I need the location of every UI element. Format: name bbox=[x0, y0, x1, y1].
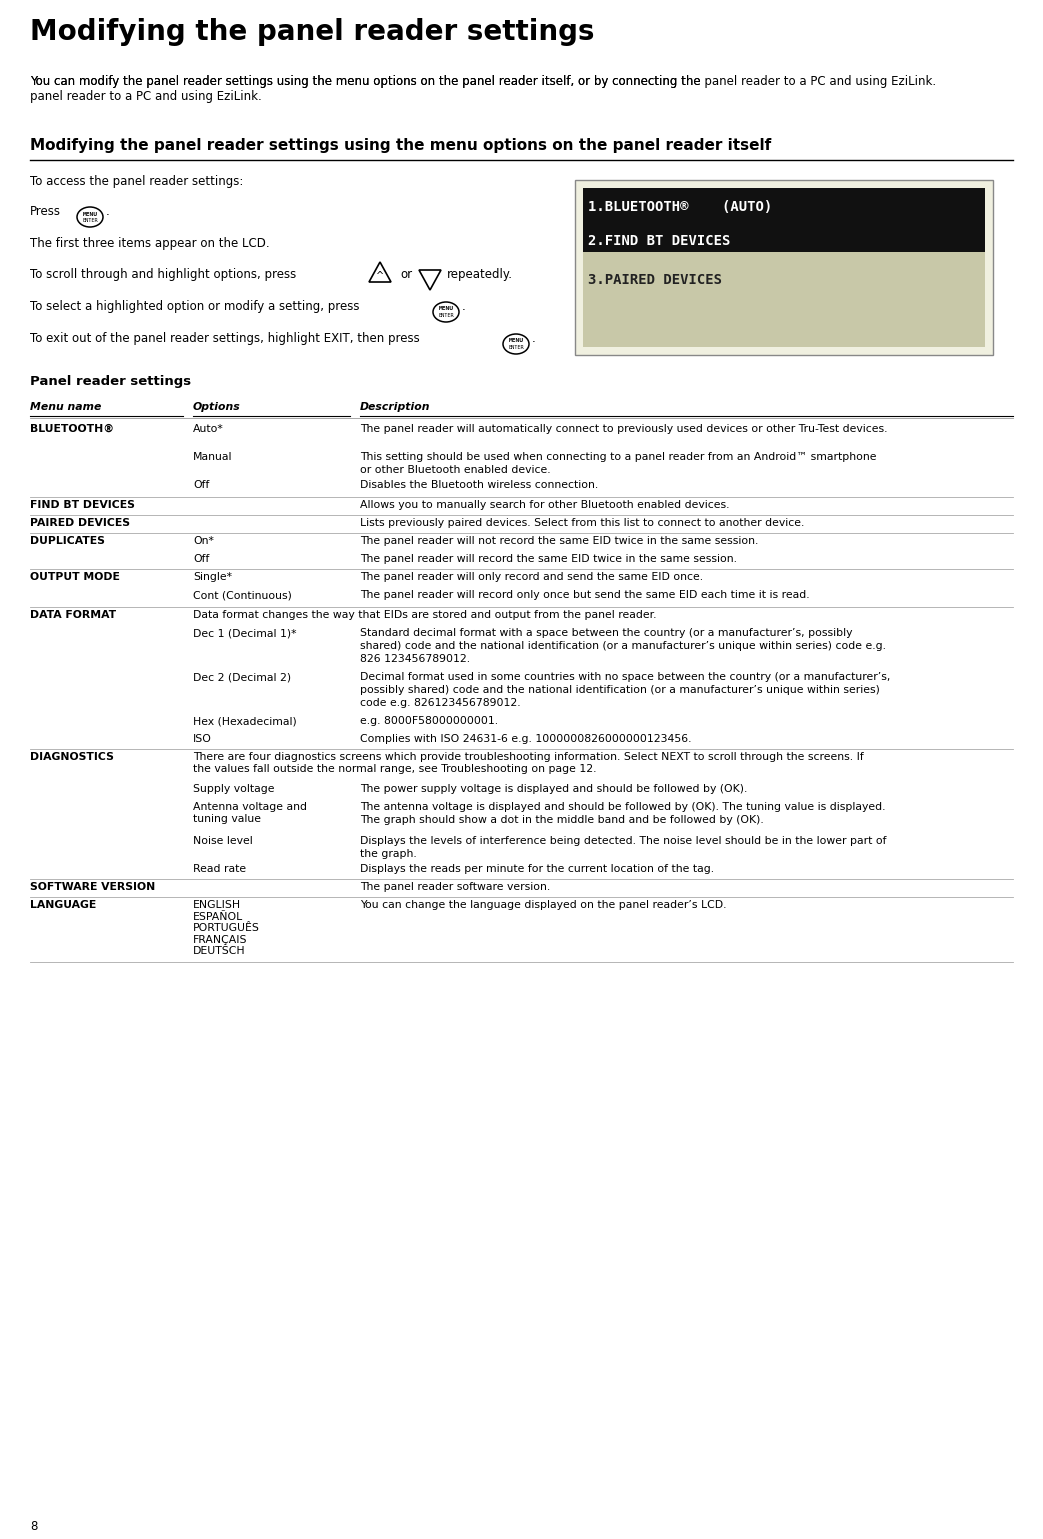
Text: 3.PAIRED DEVICES: 3.PAIRED DEVICES bbox=[588, 272, 722, 286]
Text: repeatedly.: repeatedly. bbox=[447, 268, 513, 282]
Text: BLUETOOTH®: BLUETOOTH® bbox=[30, 425, 114, 434]
Text: You can modify the panel reader settings using the menu options on the panel rea: You can modify the panel reader settings… bbox=[30, 75, 701, 103]
Text: The power supply voltage is displayed and should be followed by (OK).: The power supply voltage is displayed an… bbox=[360, 783, 748, 794]
Text: PAIRED DEVICES: PAIRED DEVICES bbox=[30, 519, 130, 528]
Text: ISO: ISO bbox=[193, 734, 212, 743]
Text: The panel reader will record only once but send the same EID each time it is rea: The panel reader will record only once b… bbox=[360, 589, 809, 600]
Text: This setting should be used when connecting to a panel reader from an Android™ s: This setting should be used when connect… bbox=[360, 452, 876, 476]
Text: The panel reader will automatically connect to previously used devices or other : The panel reader will automatically conn… bbox=[360, 425, 888, 434]
Text: Dec 1 (Decimal 1)*: Dec 1 (Decimal 1)* bbox=[193, 628, 296, 639]
Text: To exit out of the panel reader settings, highlight EXIT, then press: To exit out of the panel reader settings… bbox=[30, 332, 419, 345]
Text: Menu name: Menu name bbox=[30, 402, 101, 412]
Text: LANGUAGE: LANGUAGE bbox=[30, 900, 96, 910]
Text: To select a highlighted option or modify a setting, press: To select a highlighted option or modify… bbox=[30, 300, 360, 312]
Text: Hex (Hexadecimal): Hex (Hexadecimal) bbox=[193, 716, 297, 726]
Text: Standard decimal format with a space between the country (or a manufacturer’s, p: Standard decimal format with a space bet… bbox=[360, 628, 886, 665]
Text: FIND BT DEVICES: FIND BT DEVICES bbox=[30, 500, 135, 509]
Text: To scroll through and highlight options, press: To scroll through and highlight options,… bbox=[30, 268, 296, 282]
Text: 2.FIND BT DEVICES: 2.FIND BT DEVICES bbox=[588, 234, 730, 248]
Text: The panel reader will not record the same EID twice in the same session.: The panel reader will not record the sam… bbox=[360, 536, 758, 546]
Text: Single*: Single* bbox=[193, 573, 232, 582]
Text: The antenna voltage is displayed and should be followed by (OK). The tuning valu: The antenna voltage is displayed and sho… bbox=[360, 802, 886, 825]
Text: To access the panel reader settings:: To access the panel reader settings: bbox=[30, 175, 243, 188]
Text: Displays the levels of interference being detected. The noise level should be in: Displays the levels of interference bein… bbox=[360, 836, 887, 859]
Text: You can modify the panel reader settings using the menu options on the panel rea: You can modify the panel reader settings… bbox=[30, 75, 937, 88]
Text: 8: 8 bbox=[30, 1521, 38, 1533]
Text: Options: Options bbox=[193, 402, 241, 412]
Text: There are four diagnostics screens which provide troubleshooting information. Se: There are four diagnostics screens which… bbox=[193, 753, 864, 774]
Text: The first three items appear on the LCD.: The first three items appear on the LCD. bbox=[30, 237, 270, 249]
Text: Lists previously paired devices. Select from this list to connect to another dev: Lists previously paired devices. Select … bbox=[360, 519, 804, 528]
Text: Disables the Bluetooth wireless connection.: Disables the Bluetooth wireless connecti… bbox=[360, 480, 599, 489]
Text: ENTER: ENTER bbox=[82, 219, 98, 223]
Text: Press: Press bbox=[30, 205, 60, 219]
Text: Allows you to manually search for other Bluetooth enabled devices.: Allows you to manually search for other … bbox=[360, 500, 729, 509]
Text: 1.BLUETOOTH®    (AUTO): 1.BLUETOOTH® (AUTO) bbox=[588, 200, 772, 214]
FancyBboxPatch shape bbox=[575, 180, 993, 356]
Text: Manual: Manual bbox=[193, 452, 233, 462]
Text: Noise level: Noise level bbox=[193, 836, 252, 846]
Text: Antenna voltage and
tuning value: Antenna voltage and tuning value bbox=[193, 802, 307, 823]
Text: DUPLICATES: DUPLICATES bbox=[30, 536, 105, 546]
Text: e.g. 8000F58000000001.: e.g. 8000F58000000001. bbox=[360, 716, 499, 726]
Text: The panel reader will record the same EID twice in the same session.: The panel reader will record the same EI… bbox=[360, 554, 737, 563]
Text: OUTPUT MODE: OUTPUT MODE bbox=[30, 573, 120, 582]
Text: MENU: MENU bbox=[438, 306, 454, 311]
Text: On*: On* bbox=[193, 536, 214, 546]
Text: Off: Off bbox=[193, 480, 210, 489]
Text: .: . bbox=[462, 300, 466, 312]
Text: or: or bbox=[401, 268, 412, 282]
Text: SOFTWARE VERSION: SOFTWARE VERSION bbox=[30, 882, 155, 893]
Text: .: . bbox=[532, 332, 536, 345]
Text: Complies with ISO 24631-6 e.g. 1000000826000000123456.: Complies with ISO 24631-6 e.g. 100000082… bbox=[360, 734, 692, 743]
Text: ENTER: ENTER bbox=[438, 312, 454, 319]
FancyBboxPatch shape bbox=[583, 188, 985, 251]
FancyBboxPatch shape bbox=[583, 251, 985, 346]
Text: Modifying the panel reader settings: Modifying the panel reader settings bbox=[30, 18, 595, 46]
Text: ENGLISH
ESPAÑOL
PORTUGUÊS
FRANÇAIS
DEUTSCH: ENGLISH ESPAÑOL PORTUGUÊS FRANÇAIS DEUTS… bbox=[193, 900, 260, 956]
Text: Supply voltage: Supply voltage bbox=[193, 783, 274, 794]
Text: DATA FORMAT: DATA FORMAT bbox=[30, 609, 116, 620]
Text: .: . bbox=[106, 205, 110, 219]
Text: The panel reader software version.: The panel reader software version. bbox=[360, 882, 551, 893]
Text: Data format changes the way that EIDs are stored and output from the panel reade: Data format changes the way that EIDs ar… bbox=[193, 609, 656, 620]
Text: ENTER: ENTER bbox=[508, 345, 524, 349]
Text: Dec 2 (Decimal 2): Dec 2 (Decimal 2) bbox=[193, 673, 291, 682]
Text: MENU: MENU bbox=[82, 211, 97, 217]
Text: MENU: MENU bbox=[509, 339, 524, 343]
Text: Read rate: Read rate bbox=[193, 863, 246, 874]
Text: The panel reader will only record and send the same EID once.: The panel reader will only record and se… bbox=[360, 573, 703, 582]
Text: Modifying the panel reader settings using the menu options on the panel reader i: Modifying the panel reader settings usin… bbox=[30, 139, 771, 152]
Text: Off: Off bbox=[193, 554, 210, 563]
Text: Auto*: Auto* bbox=[193, 425, 224, 434]
Text: Cont (Continuous): Cont (Continuous) bbox=[193, 589, 292, 600]
Text: DIAGNOSTICS: DIAGNOSTICS bbox=[30, 753, 114, 762]
Text: Panel reader settings: Panel reader settings bbox=[30, 376, 191, 388]
Text: ^: ^ bbox=[375, 271, 384, 282]
Text: Decimal format used in some countries with no space between the country (or a ma: Decimal format used in some countries wi… bbox=[360, 673, 891, 708]
Text: Displays the reads per minute for the current location of the tag.: Displays the reads per minute for the cu… bbox=[360, 863, 714, 874]
Text: You can change the language displayed on the panel reader’s LCD.: You can change the language displayed on… bbox=[360, 900, 727, 910]
Text: Description: Description bbox=[360, 402, 431, 412]
